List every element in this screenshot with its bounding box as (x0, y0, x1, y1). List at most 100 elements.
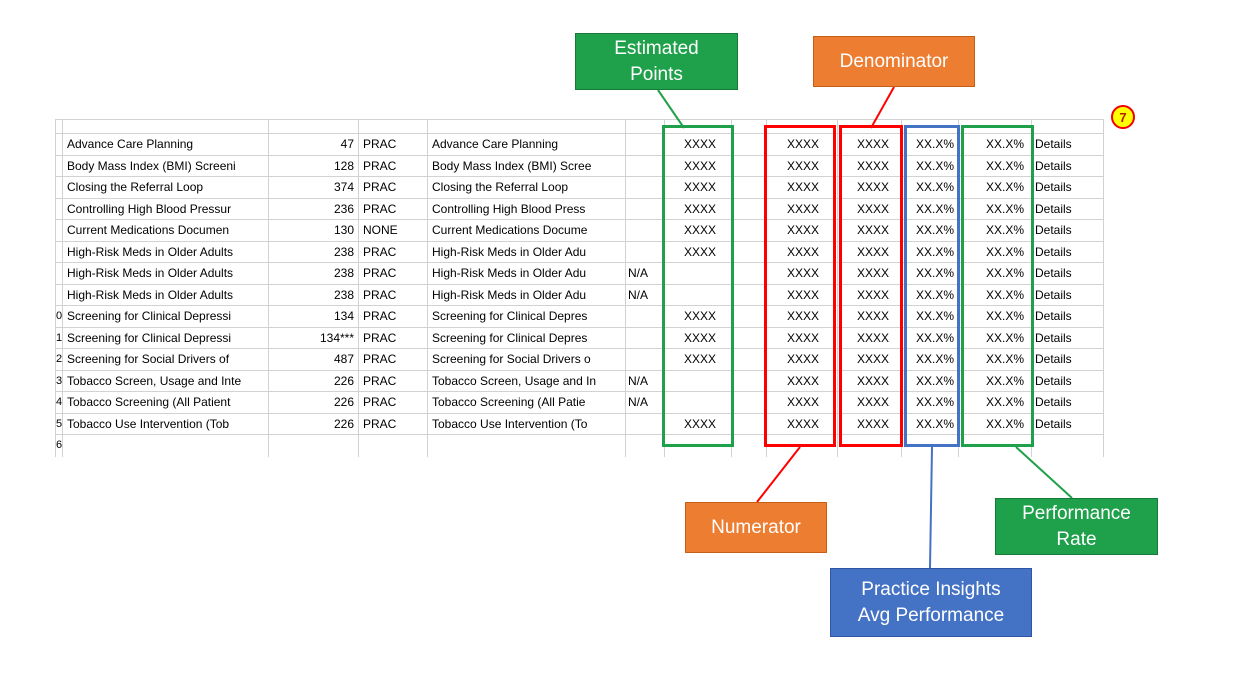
cell-details[interactable]: Details (1032, 306, 1104, 328)
cell-rate[interactable]: XX.X% (959, 413, 1032, 435)
cell-den[interactable]: XXXX (838, 392, 902, 414)
cell-flag[interactable]: N/A (626, 392, 665, 414)
cell-type[interactable]: PRAC (359, 413, 428, 435)
cell-type[interactable]: PRAC (359, 134, 428, 156)
cell-avg[interactable]: XX.X% (902, 413, 959, 435)
cell-rate[interactable] (959, 435, 1032, 457)
cell-den[interactable]: XXXX (838, 413, 902, 435)
cell-flag[interactable]: N/A (626, 263, 665, 285)
cell-avg[interactable] (902, 435, 959, 457)
cell-avg[interactable]: XX.X% (902, 241, 959, 263)
cell-den[interactable]: XXXX (838, 155, 902, 177)
cell-n[interactable]: 0 (56, 306, 63, 328)
cell-rate[interactable]: XX.X% (959, 284, 1032, 306)
cell-est[interactable]: XXXX (665, 155, 732, 177)
cell-avg[interactable]: XX.X% (902, 327, 959, 349)
cell-avg[interactable]: XX.X% (902, 198, 959, 220)
cell-flag[interactable]: N/A (626, 370, 665, 392)
cell-avg[interactable]: XX.X% (902, 284, 959, 306)
cell-measure2[interactable]: Closing the Referral Loop (428, 177, 626, 199)
cell-num[interactable]: XXXX (767, 413, 838, 435)
cell-den[interactable]: XXXX (838, 263, 902, 285)
cell-rate[interactable]: XX.X% (959, 263, 1032, 285)
cell-measure[interactable]: Closing the Referral Loop (63, 177, 269, 199)
cell-avg[interactable]: XX.X% (902, 263, 959, 285)
cell-measure[interactable]: Screening for Clinical Depressi (63, 327, 269, 349)
cell-rate[interactable]: XX.X% (959, 306, 1032, 328)
cell-details[interactable]: Details (1032, 134, 1104, 156)
cell-measure2[interactable]: Tobacco Screening (All Patie (428, 392, 626, 414)
cell-measure2[interactable]: Tobacco Screen, Usage and In (428, 370, 626, 392)
cell-measure[interactable]: Current Medications Documen (63, 220, 269, 242)
cell-rate[interactable]: XX.X% (959, 177, 1032, 199)
cell-avg[interactable]: XX.X% (902, 220, 959, 242)
cell-avg[interactable]: XX.X% (902, 155, 959, 177)
cell-blank[interactable] (732, 120, 767, 134)
cell-measure[interactable]: Screening for Social Drivers of (63, 349, 269, 371)
cell-flag[interactable] (626, 155, 665, 177)
cell-num[interactable]: XXXX (767, 306, 838, 328)
cell-details[interactable]: Details (1032, 177, 1104, 199)
cell-den[interactable]: XXXX (838, 220, 902, 242)
cell-est[interactable]: XXXX (665, 306, 732, 328)
cell-den[interactable]: XXXX (838, 349, 902, 371)
cell-type[interactable]: PRAC (359, 306, 428, 328)
cell-blank[interactable] (732, 392, 767, 414)
cell-den[interactable] (838, 435, 902, 457)
cell-rate[interactable]: XX.X% (959, 198, 1032, 220)
cell-avg[interactable]: XX.X% (902, 306, 959, 328)
cell-num[interactable] (767, 435, 838, 457)
cell-n[interactable] (56, 241, 63, 263)
cell-type[interactable]: PRAC (359, 327, 428, 349)
cell-den[interactable]: XXXX (838, 327, 902, 349)
cell-points[interactable]: 226 (269, 370, 359, 392)
cell-measure2[interactable]: Body Mass Index (BMI) Scree (428, 155, 626, 177)
cell-rate[interactable]: XX.X% (959, 392, 1032, 414)
cell-blank[interactable] (732, 435, 767, 457)
cell-est[interactable]: XXXX (665, 413, 732, 435)
cell-est[interactable] (665, 435, 732, 457)
cell-n[interactable] (56, 134, 63, 156)
cell-num[interactable]: XXXX (767, 198, 838, 220)
cell-measure[interactable]: Body Mass Index (BMI) Screeni (63, 155, 269, 177)
cell-blank[interactable] (732, 413, 767, 435)
cell-n[interactable]: 1 (56, 327, 63, 349)
cell-rate[interactable]: XX.X% (959, 220, 1032, 242)
cell-details[interactable]: Details (1032, 327, 1104, 349)
cell-n[interactable] (56, 198, 63, 220)
cell-measure[interactable] (63, 435, 269, 457)
cell-points[interactable]: 130 (269, 220, 359, 242)
cell-avg[interactable] (902, 120, 959, 134)
cell-details[interactable]: Details (1032, 370, 1104, 392)
cell-type[interactable]: NONE (359, 220, 428, 242)
cell-details[interactable]: Details (1032, 413, 1104, 435)
cell-points[interactable]: 47 (269, 134, 359, 156)
cell-est[interactable] (665, 370, 732, 392)
cell-measure[interactable]: Tobacco Screening (All Patient (63, 392, 269, 414)
cell-flag[interactable] (626, 306, 665, 328)
cell-points[interactable]: 238 (269, 263, 359, 285)
cell-avg[interactable]: XX.X% (902, 177, 959, 199)
cell-measure2[interactable]: Screening for Clinical Depres (428, 327, 626, 349)
cell-est[interactable]: XXXX (665, 327, 732, 349)
cell-num[interactable]: XXXX (767, 349, 838, 371)
cell-measure2[interactable]: Screening for Social Drivers o (428, 349, 626, 371)
cell-measure[interactable]: High-Risk Meds in Older Adults (63, 241, 269, 263)
cell-avg[interactable]: XX.X% (902, 134, 959, 156)
cell-rate[interactable] (959, 120, 1032, 134)
cell-type[interactable]: PRAC (359, 263, 428, 285)
cell-flag[interactable] (626, 413, 665, 435)
cell-measure[interactable]: Screening for Clinical Depressi (63, 306, 269, 328)
cell-n[interactable] (56, 155, 63, 177)
cell-type[interactable]: PRAC (359, 370, 428, 392)
cell-type[interactable] (359, 435, 428, 457)
cell-n[interactable]: 6 (56, 435, 63, 457)
cell-est[interactable] (665, 120, 732, 134)
cell-points[interactable] (269, 120, 359, 134)
cell-n[interactable]: 4 (56, 392, 63, 414)
cell-details[interactable]: Details (1032, 263, 1104, 285)
cell-est[interactable]: XXXX (665, 241, 732, 263)
cell-measure2[interactable]: High-Risk Meds in Older Adu (428, 241, 626, 263)
cell-blank[interactable] (732, 284, 767, 306)
cell-points[interactable]: 128 (269, 155, 359, 177)
